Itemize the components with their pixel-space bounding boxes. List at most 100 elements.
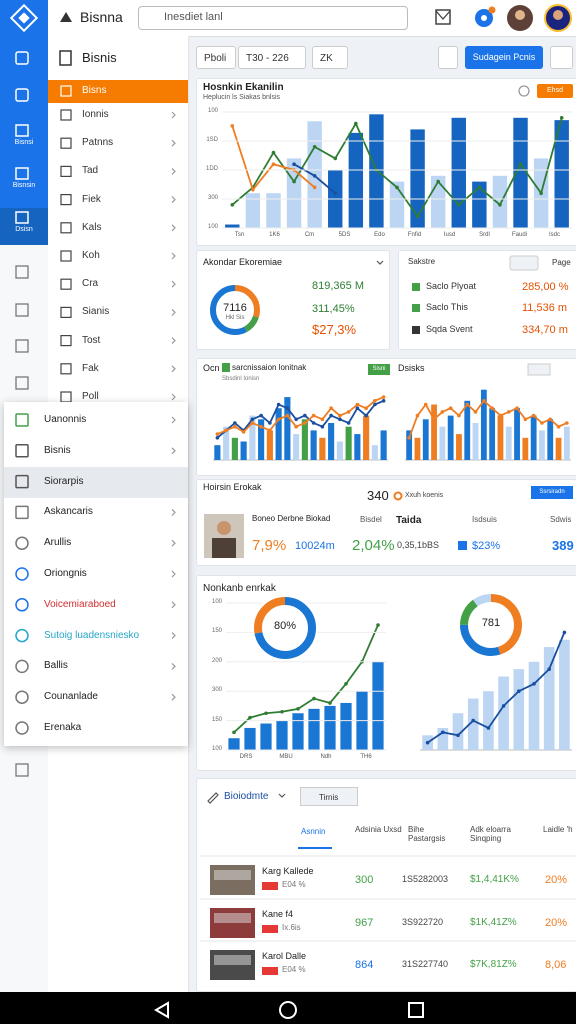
toolbar-button[interactable]: Pboli	[196, 46, 236, 69]
column-header: Bisdel	[360, 515, 382, 524]
sidebar-item[interactable]: Tost	[82, 334, 101, 346]
metric: 7,9%	[252, 536, 287, 554]
sidebar-item[interactable]: Patnns	[82, 137, 114, 149]
rail-label[interactable]: Bisnsi	[14, 139, 34, 146]
menu-item[interactable]: Oriongnis	[44, 568, 87, 579]
card-title: sarcnissaion lonitnak	[232, 363, 307, 372]
cell: 3S922720	[402, 917, 444, 927]
sidebar-item[interactable]: Koh	[82, 250, 100, 261]
menu-item[interactable]: Sutoig luadensniesko	[44, 629, 140, 641]
column-header[interactable]: Adk eloarra Sinqping	[470, 825, 511, 843]
chevron	[171, 662, 176, 670]
menu-icon	[15, 444, 29, 458]
nav-bar	[0, 992, 576, 1024]
x-tick-label: Srdl	[479, 232, 490, 238]
menu-item[interactable]: Voicemiaraboed	[44, 598, 116, 610]
popup-menu: Uanonnis Bisnis Siorarpis Askancaris Arullis…	[4, 402, 188, 746]
cell: 20%	[545, 917, 568, 929]
column-header[interactable]: Laidle 'h	[543, 825, 573, 834]
menu-highlight	[4, 467, 188, 498]
row-label: Saclo Plyoat	[426, 281, 477, 291]
search-box[interactable]	[138, 6, 408, 30]
y-tick-label: 100	[207, 108, 218, 114]
card-subtitle: Sbsdinl Ionisn	[222, 376, 260, 382]
tab[interactable]: Page	[552, 258, 571, 267]
cell: 967	[355, 917, 374, 929]
toolbar-button[interactable]	[438, 46, 458, 69]
menu-graphics	[4, 413, 188, 735]
menu-item[interactable]: Uanonnis	[44, 414, 87, 425]
metric: $23%	[472, 539, 501, 552]
sidebar-item[interactable]: Fak	[82, 362, 99, 374]
row-value: 285,00 %	[522, 281, 569, 293]
row-value: 11,536 m	[522, 302, 568, 314]
menu-item[interactable]: Siorarpis	[44, 475, 84, 487]
column-header[interactable]: Bihe Pastargsis	[408, 825, 446, 843]
card	[196, 778, 576, 992]
toolbar-button[interactable]: T30 - 226	[238, 46, 306, 69]
home-button	[279, 1001, 297, 1019]
sidebar-item[interactable]: Bisns	[82, 85, 107, 96]
y-tick-label: 150	[211, 628, 222, 635]
card-title: Dsisks	[398, 363, 425, 373]
card	[398, 250, 576, 350]
x-tick-label: Tsn	[234, 232, 245, 238]
sidebar-item[interactable]: Tad	[82, 165, 99, 177]
x-tick-label: 1K6	[269, 232, 280, 238]
menu-item[interactable]: Bisnis	[44, 444, 71, 456]
badge[interactable]: Sisni	[368, 364, 390, 375]
menu-icon	[15, 598, 29, 612]
donut-center: 781	[481, 617, 501, 629]
rail-label[interactable]: Bisnsin	[12, 182, 36, 189]
chevron	[171, 416, 176, 424]
toolbar-button[interactable]	[550, 46, 573, 69]
y-tick-label: 300	[211, 687, 222, 694]
sidebar-item[interactable]: Sianis	[82, 306, 110, 318]
badge[interactable]: Ssrsiradn	[531, 486, 573, 499]
row-value: 334,70 m	[522, 324, 568, 336]
metric: 0,35,1bBS	[397, 539, 440, 550]
column-header: Taida	[396, 515, 422, 526]
primary-button[interactable]: Sudagein Pcnis	[465, 46, 543, 69]
card-title[interactable]: Bioiodmte	[224, 791, 269, 802]
card-title: Ocn	[203, 363, 220, 373]
sidebar-item[interactable]: Ionnis	[82, 109, 109, 120]
x-tick-label: Cm	[304, 232, 315, 238]
donut-center: 7116	[223, 302, 247, 314]
menu-item[interactable]: Arullis	[44, 537, 72, 549]
card-title: Hosnkin Ekanilin	[203, 82, 284, 93]
filter-button[interactable]: Tirnis	[300, 787, 358, 806]
cell: 1S5282003	[402, 874, 449, 884]
column-header: Isdsuis	[472, 515, 497, 524]
x-tick-label: Edo	[374, 232, 385, 238]
badge[interactable]: Ehsd	[537, 84, 573, 98]
cell: 31S227740	[402, 959, 449, 969]
sidebar-item[interactable]: Cra	[82, 278, 99, 290]
column-header[interactable]: Adsinia Uxsd	[355, 825, 402, 834]
chevron	[171, 539, 176, 547]
menu-icon	[15, 567, 29, 581]
menu-item[interactable]: Counanlade	[44, 691, 98, 703]
chevron	[171, 570, 176, 578]
column-header[interactable]: Asnnin	[301, 827, 326, 836]
card-title: Akondar Ekoremiae	[203, 257, 283, 267]
sidebar-item[interactable]: Poll	[82, 391, 99, 402]
menu-item[interactable]: Askancaris	[44, 506, 93, 518]
menu-item[interactable]: Ballis	[44, 660, 68, 672]
menu-icon	[15, 628, 29, 643]
card	[196, 575, 576, 771]
cell: $1,4,41K%	[470, 874, 519, 885]
card-subtitle: Heplucin ls Siakas bnlsis	[203, 94, 281, 101]
x-tick-label: MBU	[279, 754, 293, 760]
y-tick-label: 100	[211, 746, 222, 752]
cell: 20%	[545, 874, 568, 886]
sidebar-item[interactable]: Kals	[82, 221, 102, 233]
menu-item[interactable]: Erenaka	[44, 722, 82, 733]
cell: 8,06	[545, 959, 567, 971]
chevron	[171, 632, 176, 640]
toolbar-button[interactable]: ZK	[312, 46, 348, 69]
sidebar-item[interactable]: Fiek	[82, 193, 101, 205]
rail-label[interactable]: Dsisn	[15, 226, 33, 233]
menu-icon	[15, 505, 29, 520]
